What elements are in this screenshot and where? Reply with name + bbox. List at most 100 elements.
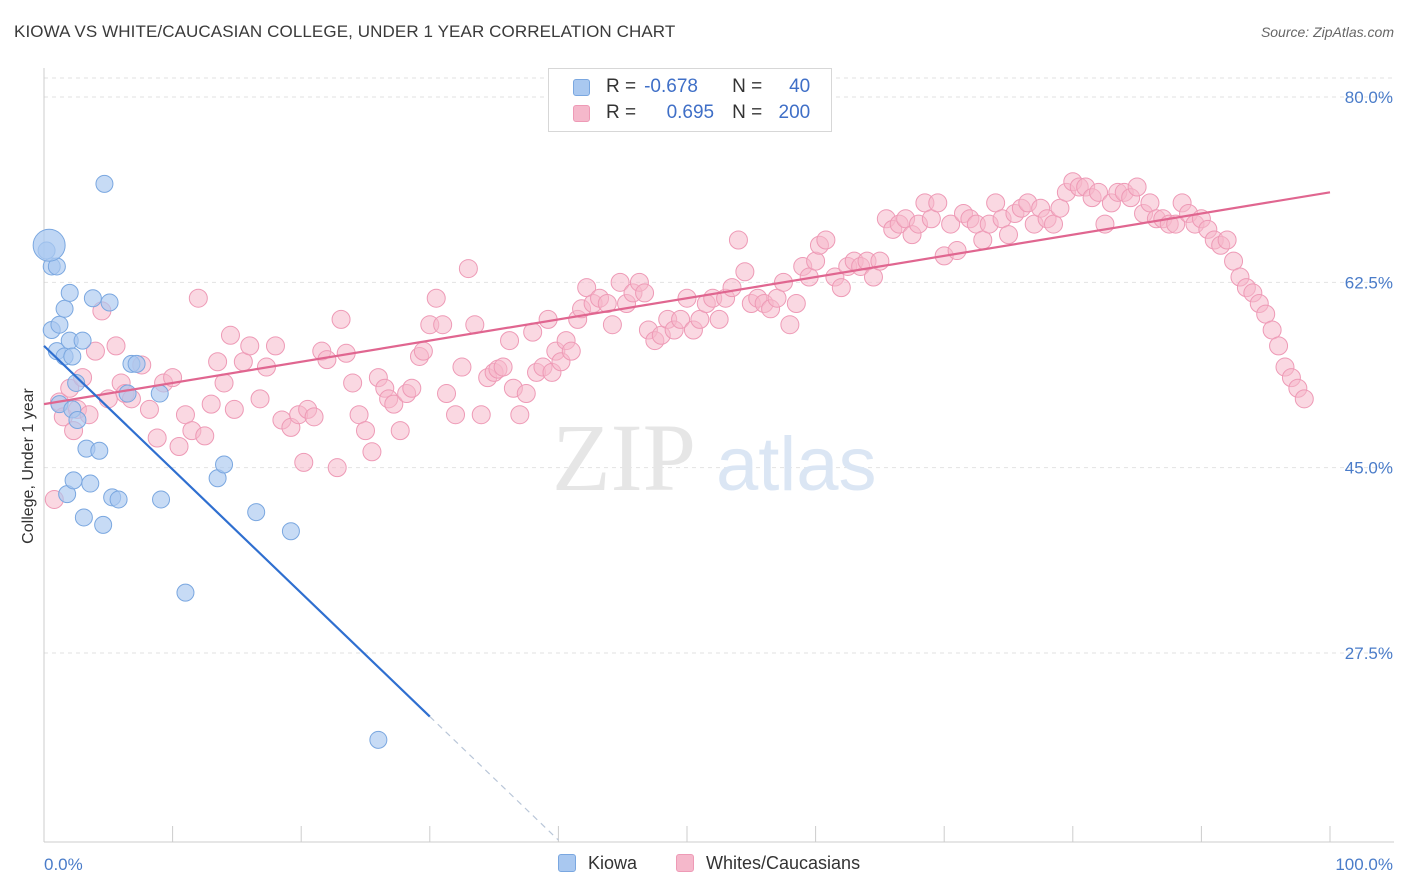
white-point [233, 352, 253, 372]
white-point [816, 230, 836, 250]
y-tick-label-0: 27.5% [1345, 644, 1393, 663]
white-point [433, 315, 453, 335]
chart-source: Source: ZipAtlas.com [1260, 24, 1394, 40]
white-point [426, 288, 446, 308]
y-tick-label-2: 62.5% [1345, 273, 1393, 292]
watermark-zip: ZIP [552, 404, 696, 511]
legend-row-white: R = 0.695 N = 200 [573, 101, 810, 125]
y-axis-label: College, Under 1 year [20, 388, 37, 544]
x-tick-label-0: 0.0% [44, 855, 83, 874]
white-point [1262, 320, 1282, 340]
white-point [973, 230, 993, 250]
kiowa-point [215, 455, 234, 474]
white-point [220, 325, 240, 345]
white-point [831, 278, 851, 298]
kiowa-point [67, 373, 86, 392]
white-point [85, 341, 105, 361]
white-trendline [43, 191, 1331, 406]
y-tick-label-3: 80.0% [1345, 88, 1393, 107]
kiowa-series-points [32, 174, 388, 749]
white-point [437, 384, 457, 404]
bottom-legend-white[interactable]: Whites/Caucasians [676, 850, 860, 876]
trendlines [43, 191, 1331, 841]
white-point [1217, 230, 1237, 250]
white-point [304, 407, 324, 427]
white-n-label: N = [732, 102, 763, 123]
kiowa-r-label: R = [606, 76, 637, 97]
legend-row-kiowa: R = -0.678 N = 40 [573, 75, 810, 99]
kiowa-point [63, 347, 82, 366]
white-point [240, 336, 260, 356]
white-point [1256, 304, 1276, 324]
white-point [208, 352, 228, 372]
white-point [265, 336, 285, 356]
kiowa-point [281, 522, 300, 541]
white-point [635, 283, 655, 303]
white-point [1127, 177, 1147, 197]
kiowa-trendline-extension [429, 716, 559, 841]
kiowa-r-value: -0.678 [644, 76, 698, 97]
kiowa-point [150, 384, 169, 403]
white-point [780, 315, 800, 335]
watermark-atlas: atlas [716, 422, 877, 507]
white-point [294, 452, 314, 472]
white-point [735, 262, 755, 282]
stats-legend: R = -0.678 N = 40 R = 0.695 N = 200 [548, 68, 832, 132]
white-swatch [573, 104, 590, 122]
white-point [671, 309, 691, 329]
tick-labels: 27.5% 45.0% 62.5% 80.0% 0.0% 100.0% [44, 88, 1393, 874]
white-point [1089, 182, 1109, 202]
kiowa-point [369, 730, 388, 749]
kiowa-trendline [43, 345, 431, 718]
kiowa-point [176, 583, 195, 602]
white-point [147, 428, 167, 448]
white-point [709, 309, 729, 329]
bottom-legend-kiowa[interactable]: Kiowa [558, 850, 637, 876]
white-point [343, 373, 363, 393]
kiowa-point [50, 315, 69, 334]
kiowa-n-label: N = [732, 76, 763, 97]
white-point [188, 288, 208, 308]
kiowa-point [94, 515, 113, 534]
kiowa-point [32, 228, 66, 262]
y-tick-label-1: 45.0% [1345, 459, 1393, 478]
white-point [1224, 251, 1244, 271]
white-point [458, 259, 478, 279]
chart-title: KIOWA VS WHITE/CAUCASIAN COLLEGE, UNDER … [14, 22, 676, 41]
white-point [921, 209, 941, 229]
white-point [139, 399, 159, 419]
white-point [106, 336, 126, 356]
white-point [402, 378, 422, 398]
white-point [1269, 336, 1289, 356]
white-point [214, 373, 234, 393]
white-point [169, 436, 189, 456]
white-point [561, 341, 581, 361]
kiowa-point [152, 490, 171, 509]
white-point [1050, 198, 1070, 218]
white-n-value: 200 [778, 102, 811, 123]
white-point [452, 357, 472, 377]
kiowa-swatch [573, 78, 590, 96]
white-point [471, 405, 491, 425]
white-point [523, 322, 543, 342]
kiowa-point [118, 384, 137, 403]
kiowa-point [74, 508, 93, 527]
kiowa-point [95, 174, 114, 193]
white-r-label: R = [606, 102, 637, 123]
kiowa-point [100, 293, 119, 312]
white-point [986, 193, 1006, 213]
white-point [446, 405, 466, 425]
white-point [786, 294, 806, 314]
kiowa-n-value: 40 [789, 76, 811, 97]
white-point [722, 278, 742, 298]
white-point [1294, 389, 1314, 409]
kiowa-legend-swatch [558, 854, 576, 872]
white-point [610, 272, 630, 292]
white-point [806, 251, 826, 271]
white-point [195, 426, 215, 446]
white-point [250, 389, 270, 409]
white-point [500, 331, 520, 351]
white-point [1044, 214, 1064, 234]
kiowa-point [64, 471, 83, 490]
